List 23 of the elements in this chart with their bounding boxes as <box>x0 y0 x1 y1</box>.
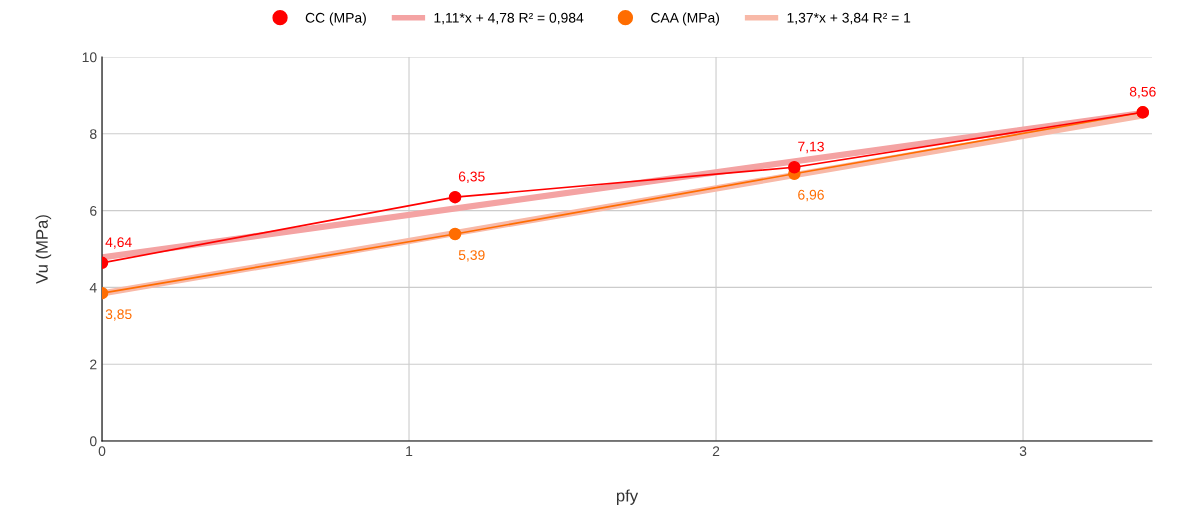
x-tick-label: 2 <box>712 446 720 456</box>
legend-label: 1,11*x + 4,78 R² = 0,984 <box>434 12 584 25</box>
data-label: 7,13 <box>798 141 824 154</box>
data-label: 4,64 <box>105 237 132 249</box>
legend-label: CAA (MPa) <box>651 12 720 26</box>
legend-label: CC (MPa) <box>305 12 366 26</box>
data-label: 6,35 <box>458 171 485 184</box>
y-tick-label: 8 <box>90 129 97 139</box>
legend-label: 1,37*x + 3,84 R² = 1 <box>787 12 911 25</box>
data-label: 5,39 <box>458 250 485 262</box>
x-axis-title: pfy <box>616 489 639 505</box>
y-tick-label: 0 <box>89 436 97 447</box>
x-tick-label: 0 <box>98 446 106 457</box>
y-axis-title: Vu (MPa) <box>35 215 52 284</box>
data-label: 3,85 <box>105 309 132 321</box>
y-tick-label: 10 <box>82 52 97 63</box>
y-tick-label: 2 <box>90 359 97 370</box>
y-tick-label: 6 <box>90 205 97 216</box>
data-label: 8,56 <box>1129 86 1156 99</box>
data-label: 6,96 <box>798 189 824 202</box>
y-tick-label: 4 <box>89 282 97 293</box>
x-tick-label: 3 <box>1019 446 1027 457</box>
x-tick-label: 1 <box>406 446 413 456</box>
